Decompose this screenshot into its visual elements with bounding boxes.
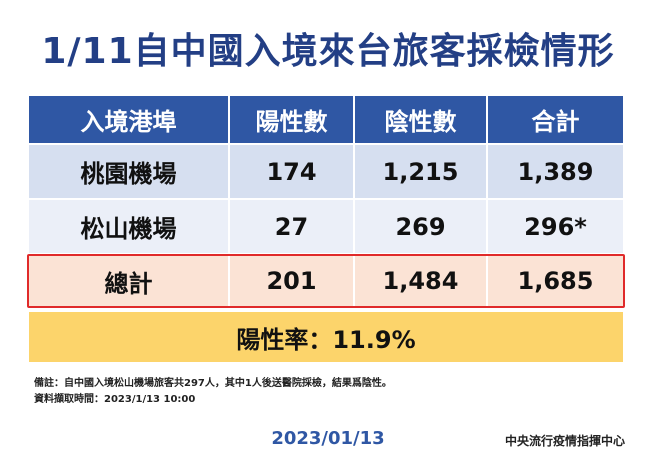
note: 資料擷取時間：2023/1/13 10:00 — [34, 394, 196, 405]
note: 備註：自中國入境松山機場旅客共297人，其中1人後送醫院採檢，結果爲陰性。 — [34, 378, 392, 389]
organization: 中央流行疫情指揮中心 — [504, 434, 625, 448]
positive-rate: 陽性率：11.9% — [29, 312, 623, 362]
table-cell: 桃園機場 — [29, 145, 228, 198]
table-cell: 松山機場 — [29, 200, 228, 253]
date: 2023/01/13 — [271, 428, 385, 449]
header-cell: 陰性數 — [355, 96, 486, 143]
table-cell: 1,215 — [355, 145, 486, 198]
table-cell: 174 — [230, 145, 353, 198]
total-cell: 總計 — [29, 256, 228, 306]
table-cell: 1,389 — [488, 145, 623, 198]
header-cell: 陽性數 — [230, 96, 353, 143]
total-highlight — [27, 254, 625, 308]
table-cell: 296* — [488, 200, 623, 253]
total-cell: 1,685 — [488, 256, 623, 306]
header-cell: 合計 — [488, 96, 623, 143]
total-cell: 201 — [230, 256, 353, 306]
total-cell: 1,484 — [355, 256, 486, 306]
table-cell: 27 — [230, 200, 353, 253]
header-cell: 入境港埠 — [29, 96, 228, 143]
table-cell: 269 — [355, 200, 486, 253]
title: 1/11自中國入境來台旅客採檢情形 — [41, 31, 615, 72]
